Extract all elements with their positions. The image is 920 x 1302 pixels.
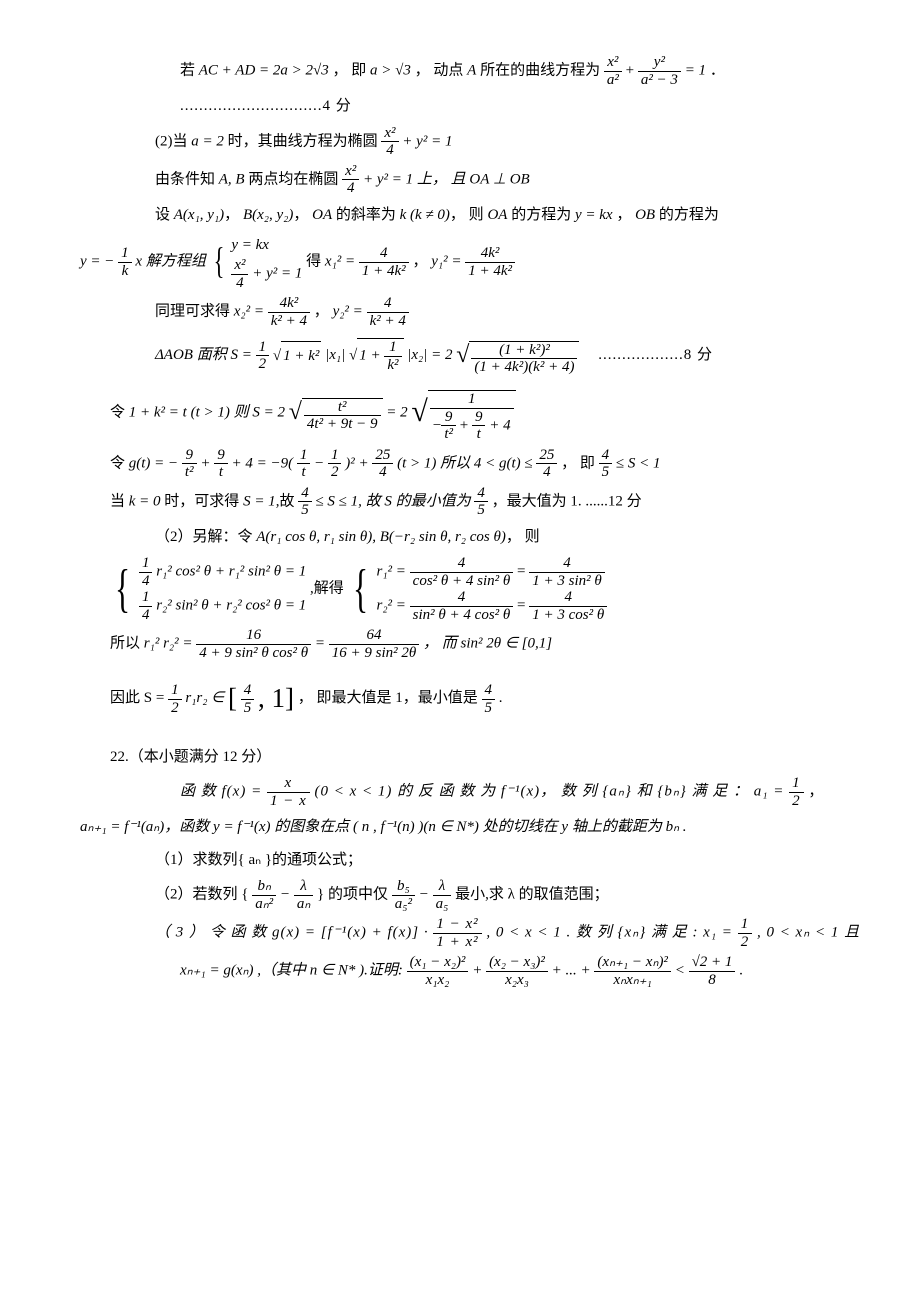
score: ..............................4 分: [110, 92, 830, 121]
text-line: （1）求数列{ aₙ }的通项公式；: [110, 846, 830, 875]
math: = 1: [685, 62, 706, 78]
t: 所在的曲线方程为: [480, 62, 600, 78]
text-line: 设 A(x₁, y₁)， B(x₂, y₂)， OA 的斜率为 k (k ≠ 0…: [110, 201, 830, 230]
text-line: 所以 r₁² r₂² = 164 + 9 sin² θ cos² θ = 641…: [110, 627, 830, 661]
text-line: 当 k = 0 时，可求得 S = 1,故 45 ≤ S ≤ 1, 故 S 的最…: [110, 485, 830, 519]
t: 若: [180, 62, 199, 78]
text-line: 同理可求得 x₂² = 4k²k² + 4 ， y₂² = 4k² + 4: [110, 295, 830, 329]
t: ， 即: [333, 62, 371, 78]
text-line: （ 3 ） 令 函 数 g(x) = [f⁻¹(x) + f(x)] · 1 −…: [110, 916, 830, 950]
text-line: （2）若数列 { bₙaₙ² − λaₙ } 的项中仅 b₅a₅² − λa₅ …: [110, 878, 830, 912]
text-line: 由条件知 A, B 两点均在椭圆 x²4 + y² = 1 上， 且 OA ⊥ …: [110, 163, 830, 197]
question-22: 22.（本小题满分 12 分）: [110, 743, 830, 772]
text-line: 令 g(t) = − 9t² + 9t + 4 = −9( 1t − 12 )²…: [110, 447, 830, 481]
frac: y²a² − 3: [638, 54, 681, 88]
text-line: （2）另解：令 A(r₁ cos θ, r₁ sin θ), B(−r₂ sin…: [110, 523, 830, 552]
math: AC + AD = 2a > 2√3: [199, 62, 329, 78]
text-line: 若 AC + AD = 2a > 2√3 ， 即 a > √3 ， 动点 A 所…: [110, 54, 830, 88]
text-line: aₙ₊₁ = f⁻¹(aₙ)，函数 y = f⁻¹(x) 的图象在点 ( n ,…: [80, 813, 830, 842]
frac: x²a²: [604, 54, 622, 88]
t: ．: [710, 62, 725, 78]
math: a > √3: [370, 62, 411, 78]
text-line: y = − 1k x 解方程组 { y = kx x²4 + y² = 1 得 …: [80, 233, 830, 291]
text-line: 令 1 + k² = t (t > 1) 则 S = 2 √t²4t² + 9t…: [110, 383, 830, 443]
text-line: 因此 S = 12 r₁r₂ ∈ [ 45 , 1] ， 即最大值是 1，最小值…: [110, 673, 830, 724]
text-line: xₙ₊₁ = g(xₙ) ,（其中 n ∈ N* ).证明: (x₁ − x₂)…: [110, 954, 830, 988]
text-line: (2)当 a = 2 时，其曲线方程为椭圆 x²4 + y² = 1: [110, 125, 830, 159]
text-line: ΔAOB 面积 S = 12 √1 + k² |x₁| √1 + 1k² |x₂…: [110, 333, 830, 379]
t: ， 动点: [415, 62, 468, 78]
text-line: 函 数 f(x) = x1 − x (0 < x < 1) 的 反 函 数 为 …: [110, 775, 830, 809]
text-line: { 14 r₁² cos² θ + r₁² sin² θ = 1 14 r₂² …: [110, 555, 830, 623]
math: A: [467, 62, 476, 78]
